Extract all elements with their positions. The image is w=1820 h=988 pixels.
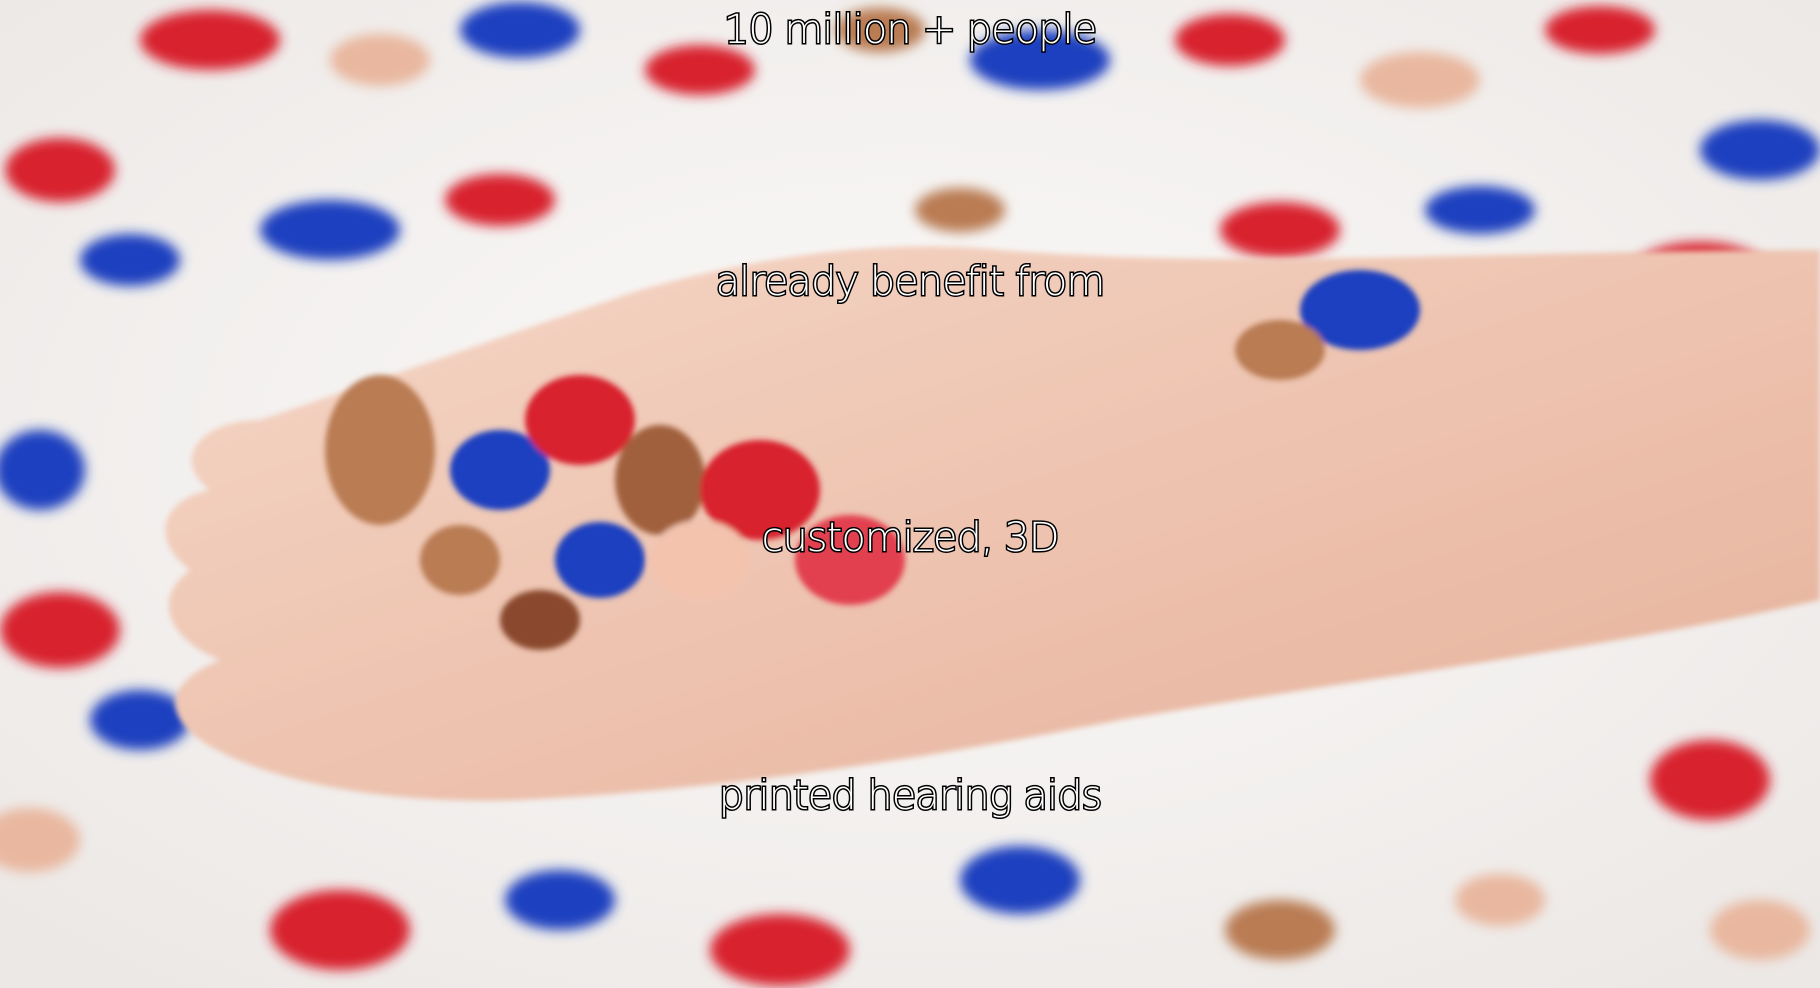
headline-line-2: already benefit from xyxy=(714,259,1107,305)
headline-line-4: printed hearing aids xyxy=(717,773,1104,819)
headline-line-3: customized, 3D xyxy=(760,515,1061,561)
headline-line-1: 10 million + people xyxy=(722,7,1098,53)
pieces-in-palm xyxy=(325,270,1420,650)
